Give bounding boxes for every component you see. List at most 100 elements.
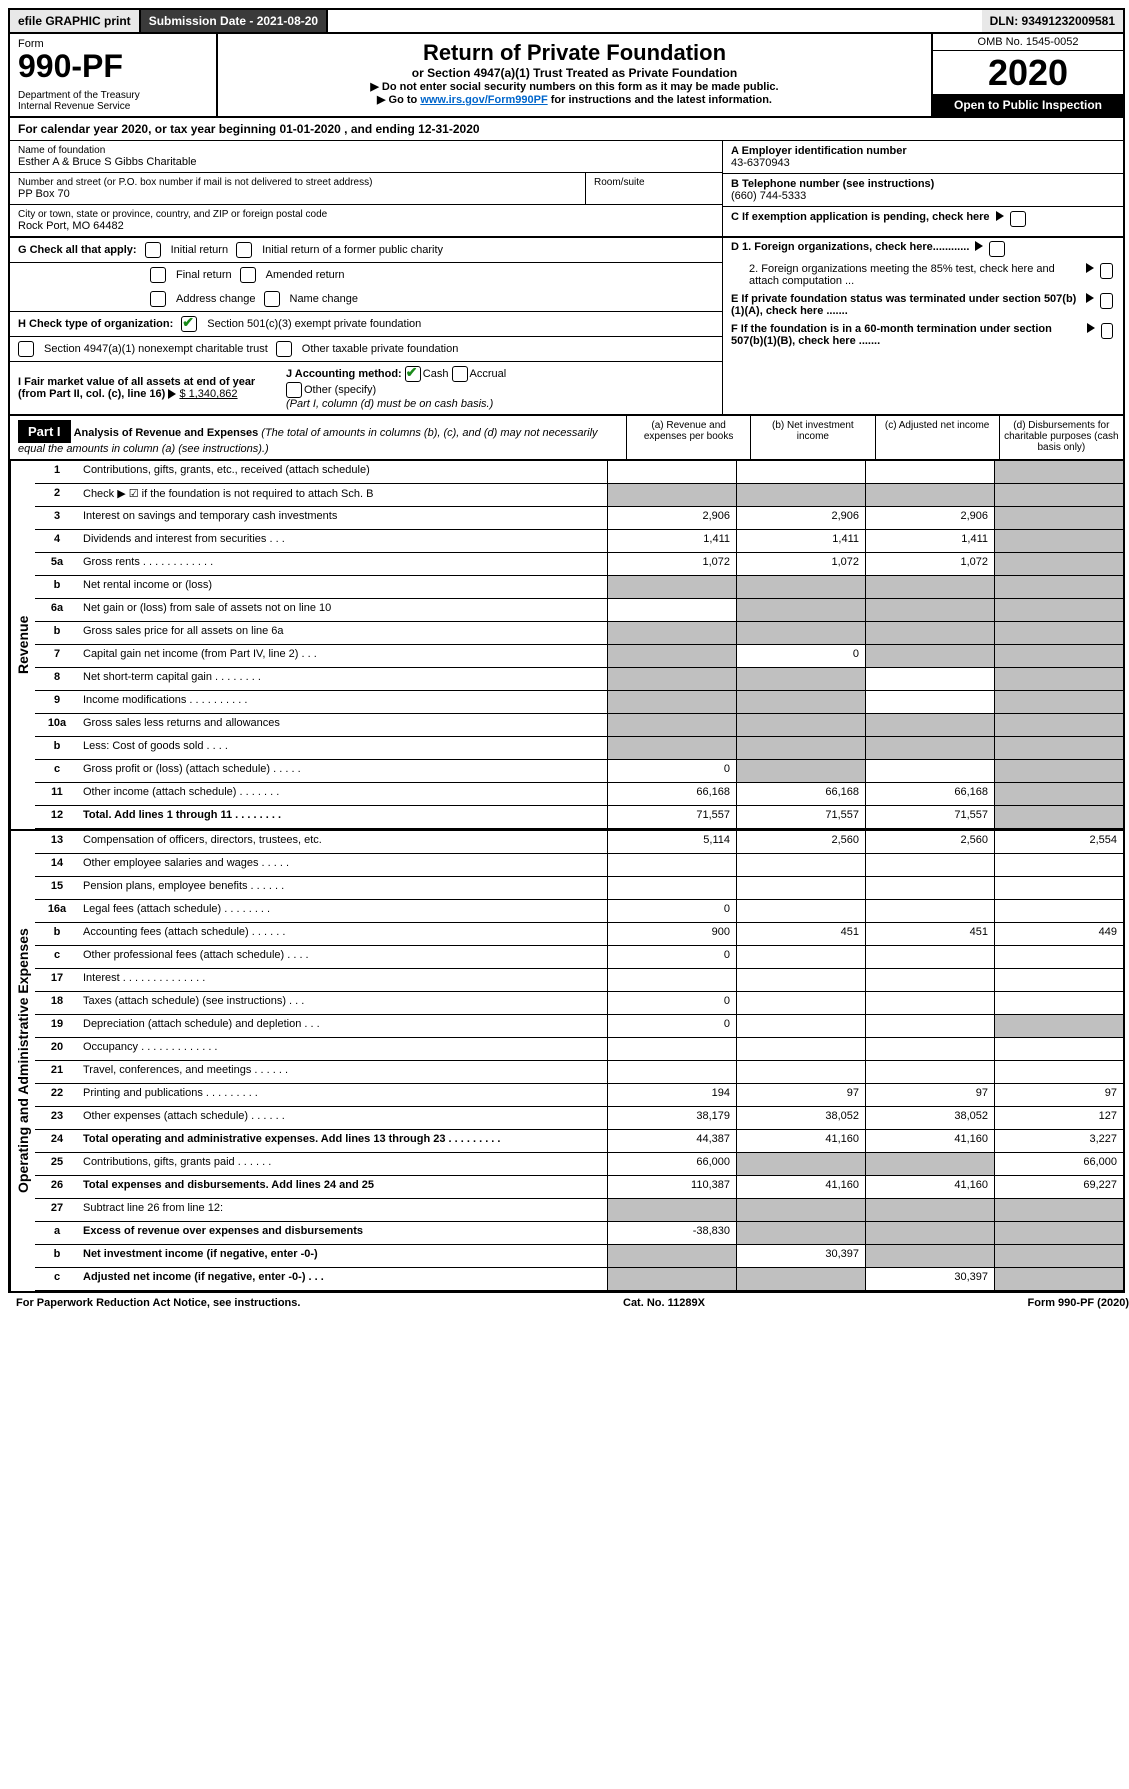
line-number: b — [35, 737, 79, 759]
line-number: 5a — [35, 553, 79, 575]
cell-col-d — [994, 806, 1123, 828]
col-b-header: (b) Net investment income — [750, 416, 874, 459]
j-other-checkbox[interactable] — [286, 382, 302, 398]
line-description: Accounting fees (attach schedule) . . . … — [79, 923, 607, 945]
e-label: E If private foundation status was termi… — [731, 293, 1080, 317]
h2-checkbox[interactable] — [18, 341, 34, 357]
cell-col-a: 0 — [607, 900, 736, 922]
submission-date: Submission Date - 2021-08-20 — [141, 10, 328, 32]
table-row: 18Taxes (attach schedule) (see instructi… — [35, 992, 1123, 1015]
phone-label: B Telephone number (see instructions) — [731, 178, 1115, 190]
d1-cell: D 1. Foreign organizations, check here..… — [723, 238, 1123, 260]
table-row: bNet investment income (if negative, ent… — [35, 1245, 1123, 1268]
cell-col-c: 71,557 — [865, 806, 994, 828]
cell-col-c — [865, 737, 994, 759]
cell-col-d — [994, 1199, 1123, 1221]
f-label: F If the foundation is in a 60-month ter… — [731, 323, 1081, 347]
cell-col-d: 97 — [994, 1084, 1123, 1106]
c-checkbox[interactable] — [1010, 211, 1026, 227]
form-header: Form 990-PF Department of the Treasury I… — [10, 34, 1123, 118]
line-number: 15 — [35, 877, 79, 899]
g4-checkbox[interactable] — [240, 267, 256, 283]
h-row: H Check type of organization: Section 50… — [10, 312, 722, 337]
cell-col-a: 0 — [607, 992, 736, 1014]
cell-col-b: 66,168 — [736, 783, 865, 805]
table-row: 24Total operating and administrative exp… — [35, 1130, 1123, 1153]
h-row2: Section 4947(a)(1) nonexempt charitable … — [10, 337, 722, 362]
form-subtitle: or Section 4947(a)(1) Trust Treated as P… — [224, 66, 925, 80]
part1-header: Part I Analysis of Revenue and Expenses … — [10, 416, 1123, 461]
ein-cell: A Employer identification number 43-6370… — [723, 141, 1123, 174]
g3-label: Final return — [176, 269, 232, 281]
g5-checkbox[interactable] — [150, 291, 166, 307]
line-number: 14 — [35, 854, 79, 876]
j-accrual-checkbox[interactable] — [452, 366, 468, 382]
cell-col-a: 0 — [607, 1015, 736, 1037]
e-checkbox[interactable] — [1100, 293, 1113, 309]
table-row: 12Total. Add lines 1 through 11 . . . . … — [35, 806, 1123, 829]
line-description: Total expenses and disbursements. Add li… — [79, 1176, 607, 1198]
info-right: A Employer identification number 43-6370… — [723, 141, 1123, 236]
line-number: 21 — [35, 1061, 79, 1083]
h3-label: Other taxable private foundation — [302, 343, 459, 355]
city-cell: City or town, state or province, country… — [10, 205, 722, 236]
j-cash-checkbox[interactable] — [405, 366, 421, 382]
h1-checkbox[interactable] — [181, 316, 197, 332]
cell-col-c: 66,168 — [865, 783, 994, 805]
g1-checkbox[interactable] — [145, 242, 161, 258]
cell-col-a: 110,387 — [607, 1176, 736, 1198]
g-label: G Check all that apply: — [18, 244, 137, 256]
cell-col-a: 44,387 — [607, 1130, 736, 1152]
d2-checkbox[interactable] — [1100, 263, 1113, 279]
cell-col-b: 1,072 — [736, 553, 865, 575]
table-row: bLess: Cost of goods sold . . . . — [35, 737, 1123, 760]
d1-checkbox[interactable] — [989, 241, 1005, 257]
line-number: b — [35, 1245, 79, 1267]
line-number: b — [35, 622, 79, 644]
cell-col-a — [607, 645, 736, 667]
table-row: cOther professional fees (attach schedul… — [35, 946, 1123, 969]
cell-col-c — [865, 1222, 994, 1244]
irs-link[interactable]: www.irs.gov/Form990PF — [420, 94, 547, 106]
cell-col-c: 97 — [865, 1084, 994, 1106]
table-row: 15Pension plans, employee benefits . . .… — [35, 877, 1123, 900]
g2-checkbox[interactable] — [236, 242, 252, 258]
line-number: 23 — [35, 1107, 79, 1129]
line-description: Total operating and administrative expen… — [79, 1130, 607, 1152]
cell-col-c: 451 — [865, 923, 994, 945]
line-number: 2 — [35, 484, 79, 506]
line-number: 16a — [35, 900, 79, 922]
cell-col-b — [736, 760, 865, 782]
cell-col-b — [736, 992, 865, 1014]
i-value: $ 1,340,862 — [179, 388, 237, 400]
cell-col-d — [994, 737, 1123, 759]
line-number: 22 — [35, 1084, 79, 1106]
address-cell: Number and street (or P.O. box number if… — [10, 173, 722, 205]
note2-pre: ▶ Go to — [377, 94, 420, 106]
cell-col-c — [865, 900, 994, 922]
info-mid-right: D 1. Foreign organizations, check here..… — [723, 238, 1123, 414]
line-description: Gross profit or (loss) (attach schedule)… — [79, 760, 607, 782]
cell-col-a — [607, 1245, 736, 1267]
cell-col-d — [994, 992, 1123, 1014]
table-row: 27Subtract line 26 from line 12: — [35, 1199, 1123, 1222]
f-checkbox[interactable] — [1101, 323, 1113, 339]
cell-col-d: 3,227 — [994, 1130, 1123, 1152]
cell-col-d — [994, 576, 1123, 598]
line-description: Other professional fees (attach schedule… — [79, 946, 607, 968]
cell-col-d: 449 — [994, 923, 1123, 945]
line-description: Other expenses (attach schedule) . . . .… — [79, 1107, 607, 1129]
cell-col-c — [865, 576, 994, 598]
line-description: Pension plans, employee benefits . . . .… — [79, 877, 607, 899]
line-description: Taxes (attach schedule) (see instruction… — [79, 992, 607, 1014]
col-d-header: (d) Disbursements for charitable purpose… — [999, 416, 1123, 459]
cell-col-d: 127 — [994, 1107, 1123, 1129]
g3-checkbox[interactable] — [150, 267, 166, 283]
info-left: Name of foundation Esther A & Bruce S Gi… — [10, 141, 723, 236]
h3-checkbox[interactable] — [276, 341, 292, 357]
table-row: 5aGross rents . . . . . . . . . . . .1,0… — [35, 553, 1123, 576]
g6-checkbox[interactable] — [264, 291, 280, 307]
h2-label: Section 4947(a)(1) nonexempt charitable … — [44, 343, 268, 355]
line-description: Subtract line 26 from line 12: — [79, 1199, 607, 1221]
line-description: Income modifications . . . . . . . . . . — [79, 691, 607, 713]
